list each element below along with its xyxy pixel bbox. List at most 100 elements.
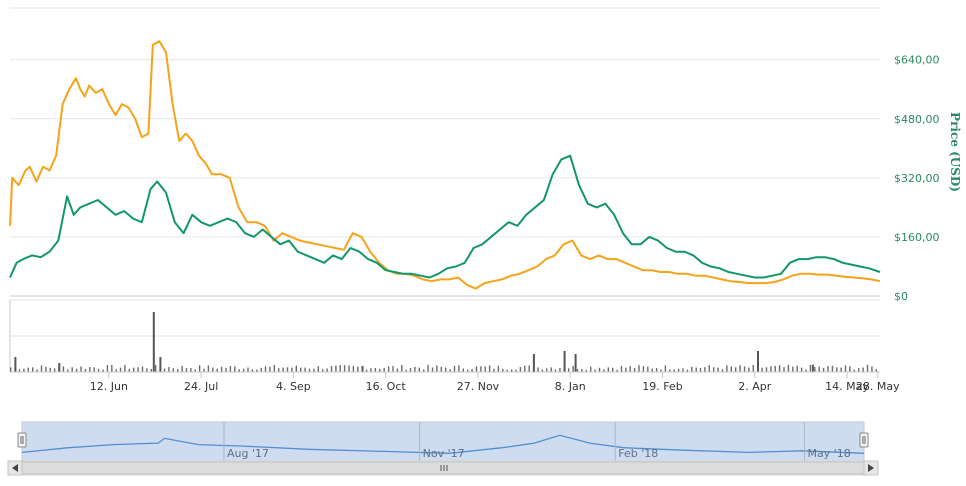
x-tick-label: 2. Apr (738, 380, 771, 393)
grid-lines (10, 7, 880, 297)
volume-bar (805, 369, 807, 372)
volume-bar (761, 367, 763, 372)
volume-bar (212, 367, 214, 372)
scrollbar[interactable] (7, 460, 879, 476)
series-line-1 (9, 40, 881, 290)
volume-bar (603, 369, 605, 372)
x-tick-label: 28. May (856, 380, 900, 393)
volume-bar (682, 368, 684, 372)
volume-bar (401, 365, 403, 372)
volume-bar (286, 367, 289, 372)
volume-bar (282, 367, 284, 372)
volume-bar (119, 367, 122, 372)
navigator-line (21, 434, 865, 454)
volume-spike-bar (532, 354, 535, 372)
volume-bar (40, 365, 43, 372)
volume-bar (172, 368, 174, 372)
volume-bar (607, 367, 609, 372)
volume-bar (80, 366, 82, 372)
volume-bar (67, 369, 69, 372)
handle-body[interactable] (859, 432, 869, 448)
navigator-right-handle[interactable] (859, 432, 869, 448)
volume-bar (357, 366, 359, 372)
volume-bar (783, 367, 785, 372)
volume-bar (229, 366, 232, 372)
volume-bar (471, 369, 473, 372)
volume-bar (339, 365, 341, 372)
volume-bar (155, 364, 157, 372)
volume-bar (502, 369, 504, 372)
volume-bar (387, 366, 390, 372)
scroll-left-button[interactable] (7, 460, 23, 476)
volume-spike-bar (159, 357, 162, 372)
range-navigator[interactable]: Aug '17 Nov '17 Feb '18 May '18 (17, 421, 869, 462)
volume-bar (462, 368, 464, 372)
volume-bar (115, 369, 117, 372)
volume-bar (53, 368, 56, 372)
volume-bar (163, 368, 166, 372)
volume-bar (194, 369, 196, 372)
volume-bar (181, 365, 183, 372)
volume-bar (695, 367, 697, 372)
navigator-tick-label: Nov '17 (423, 447, 465, 460)
volume-bar (730, 366, 732, 372)
volume-bar (89, 367, 91, 372)
volume-bar (713, 367, 715, 372)
volume-bar (405, 369, 407, 372)
volume-bar (106, 365, 109, 372)
volume-spike-bar (574, 354, 577, 372)
volume-bar (458, 365, 460, 372)
x-tick-label: 12. Jun (90, 380, 128, 393)
volume-bar (510, 369, 513, 372)
navigator-left-handle[interactable] (17, 432, 27, 448)
volume-spike-bar (152, 312, 155, 372)
volume-bar (198, 365, 201, 372)
volume-bar (150, 369, 152, 372)
volume-bar (638, 365, 640, 372)
volume-bar (423, 369, 425, 372)
volume-bar (137, 367, 139, 372)
volume-bar (27, 367, 29, 372)
volume-bar (220, 366, 223, 372)
volume-bar (598, 367, 601, 372)
volume-bar (111, 365, 113, 372)
volume-bar (313, 368, 315, 372)
volume-bar (414, 366, 416, 372)
volume-bar (234, 366, 236, 372)
volume-bar (836, 367, 838, 372)
volume-bar (317, 366, 319, 372)
x-tick-label: 4. Sep (276, 380, 311, 393)
volume-bar (554, 369, 557, 372)
volume-bar (62, 366, 65, 372)
x-tick-label: 8. Jan (555, 380, 586, 393)
y-tick-label: $640,00 (894, 54, 940, 67)
volume-bar (269, 366, 271, 372)
volume-spike-bar (757, 351, 759, 372)
volume-bar (488, 365, 491, 372)
volume-spike-bar (58, 363, 61, 372)
handle-body[interactable] (17, 432, 27, 448)
volume-bar (642, 366, 645, 372)
volume-bar (686, 369, 689, 372)
volume-bar (440, 366, 442, 372)
volume-bar (831, 365, 834, 372)
chevron-right-icon (868, 464, 874, 472)
volume-bar (792, 366, 794, 372)
y-axis-ticks: $0 $160,00 $320,00 $480,00 $640,00 (894, 54, 940, 303)
scroll-right-button[interactable] (863, 460, 879, 476)
volume-bar (774, 365, 776, 372)
volume-bar (625, 367, 627, 372)
volume-bar (365, 369, 368, 372)
volume-bar (273, 365, 275, 372)
x-tick-label: 14. May (825, 380, 869, 393)
volume-bar (735, 367, 737, 372)
scrollbar-thumb[interactable] (21, 461, 865, 475)
volume-bar (436, 365, 438, 372)
x-tick-label: 24. Jul (184, 380, 218, 393)
volume-bar (93, 367, 95, 372)
volume-bar (800, 367, 803, 372)
y-axis-label: Price (USD) (948, 112, 962, 192)
volume-bar (664, 365, 667, 372)
volume-bar (528, 365, 530, 372)
volume-bar (691, 366, 693, 372)
